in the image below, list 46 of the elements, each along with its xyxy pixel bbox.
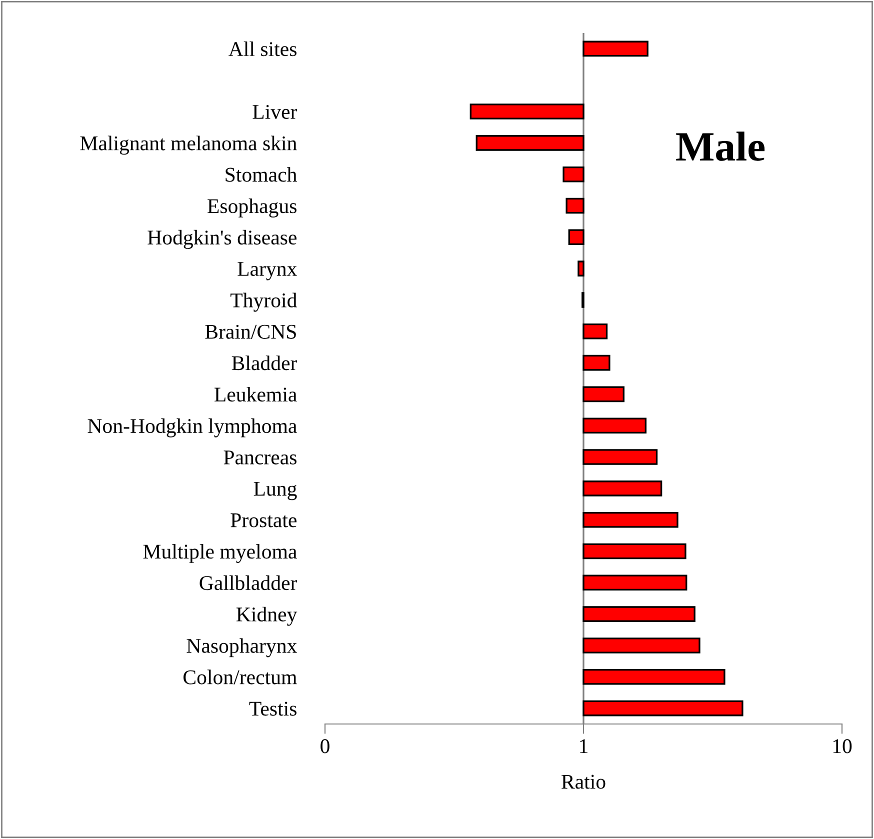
bar bbox=[582, 606, 696, 622]
y-tick-label: Larynx bbox=[238, 262, 297, 280]
y-tick-label: Lung bbox=[254, 482, 297, 500]
y-tick-label: Stomach bbox=[226, 167, 297, 182]
y-tick-label: Bladder bbox=[232, 356, 298, 370]
y-tick-label: Kidney bbox=[236, 606, 298, 626]
bar bbox=[582, 700, 744, 716]
bar bbox=[562, 166, 584, 182]
y-tick-label: Gallbladder bbox=[200, 575, 298, 590]
y-tick-label: Nasopharynx bbox=[186, 638, 297, 658]
y-tick-label: Colon/rectum bbox=[184, 670, 297, 684]
bar bbox=[582, 512, 678, 528]
y-tick-label: Testis bbox=[249, 702, 296, 716]
y-tick-label: Non-Hodgkin lymphoma bbox=[88, 418, 297, 438]
y-tick-label: Prostate bbox=[230, 513, 296, 528]
x-tick-label: 0 bbox=[320, 739, 330, 754]
x-tick-label: 1 bbox=[580, 739, 588, 754]
y-tick-label: Brain/CNS bbox=[205, 324, 296, 339]
bar bbox=[566, 198, 584, 214]
bar bbox=[582, 449, 658, 465]
bar bbox=[582, 386, 624, 402]
bar bbox=[582, 480, 662, 496]
y-tick-label: Liver bbox=[252, 104, 298, 119]
bar bbox=[568, 229, 584, 246]
y-tick-label: All sites bbox=[228, 41, 296, 56]
bar bbox=[582, 638, 700, 654]
bar bbox=[582, 668, 726, 685]
bar bbox=[582, 354, 610, 371]
y-tick-label: Malignant melanoma skin bbox=[80, 136, 297, 155]
bar bbox=[578, 260, 584, 276]
x-tick-label: 10 bbox=[833, 739, 852, 754]
y-tick-label: Leukemia bbox=[214, 386, 297, 402]
y-tick-label: Esophagus bbox=[208, 198, 296, 218]
bar bbox=[476, 135, 584, 151]
bar bbox=[582, 543, 686, 560]
bar bbox=[582, 323, 608, 340]
bar bbox=[470, 104, 584, 120]
y-tick-label: Hodgkin's disease bbox=[148, 230, 296, 249]
bar bbox=[582, 574, 688, 591]
bar bbox=[582, 418, 647, 434]
bar bbox=[582, 40, 648, 57]
y-tick-label: Thyroid bbox=[230, 292, 297, 312]
y-tick-label: Multiple myeloma bbox=[143, 544, 297, 563]
x-axis-title: Ratio bbox=[562, 774, 606, 789]
y-tick-label: Pancreas bbox=[224, 450, 296, 464]
annotation: Male bbox=[676, 132, 765, 161]
